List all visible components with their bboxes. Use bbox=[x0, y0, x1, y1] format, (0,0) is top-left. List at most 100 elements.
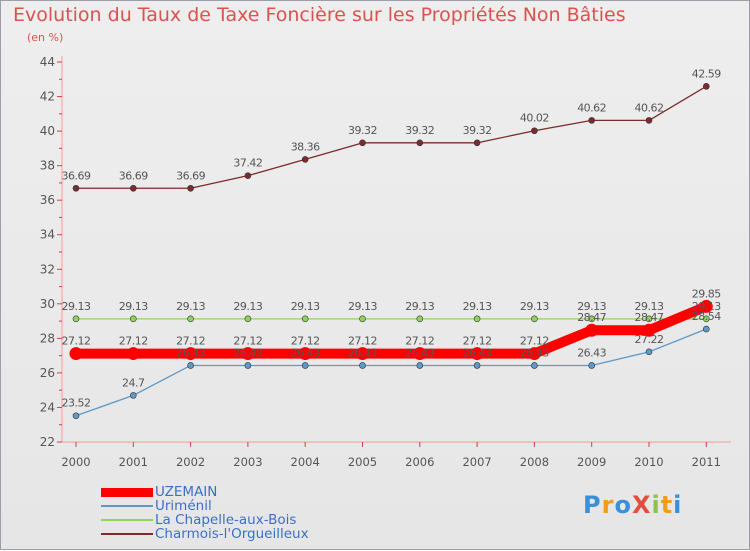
data-label: 27.12 bbox=[463, 335, 492, 348]
data-label: 27.12 bbox=[291, 335, 320, 348]
data-point bbox=[699, 299, 713, 313]
data-label: 27.22 bbox=[635, 333, 664, 346]
data-point bbox=[473, 362, 481, 369]
data-label: 29.13 bbox=[233, 300, 262, 313]
data-point bbox=[470, 347, 484, 361]
data-point bbox=[244, 172, 252, 179]
data-label: 27.12 bbox=[233, 335, 262, 348]
data-label: 29.13 bbox=[463, 300, 492, 313]
data-label: 39.32 bbox=[405, 124, 434, 137]
legend-item-uzemain: UZEMAIN bbox=[101, 484, 309, 500]
data-label: 36.69 bbox=[176, 169, 205, 182]
data-label: 24.7 bbox=[122, 376, 145, 389]
data-label: 36.69 bbox=[119, 169, 148, 182]
data-point bbox=[356, 347, 369, 361]
data-point bbox=[298, 347, 312, 361]
x-tick-label: 2008 bbox=[520, 455, 549, 469]
data-label: 26.43 bbox=[233, 346, 262, 359]
data-label: 26.43 bbox=[463, 346, 492, 359]
data-point bbox=[531, 315, 538, 323]
data-label: 28.54 bbox=[692, 310, 721, 323]
data-point bbox=[184, 347, 198, 361]
y-tick-label: 26 bbox=[40, 366, 55, 380]
data-point bbox=[588, 362, 596, 369]
data-point bbox=[244, 315, 252, 323]
data-point bbox=[588, 117, 596, 124]
y-tick-label: 38 bbox=[40, 159, 55, 173]
data-point bbox=[702, 325, 710, 333]
legend-swatch bbox=[101, 533, 153, 535]
series-line bbox=[71, 301, 712, 359]
data-label: 29.13 bbox=[635, 300, 664, 313]
data-label: 40.02 bbox=[520, 112, 549, 125]
data-label: 26.43 bbox=[520, 346, 549, 359]
data-point bbox=[473, 139, 481, 147]
data-point bbox=[241, 347, 255, 361]
y-tick-label: 24 bbox=[40, 400, 55, 414]
data-point bbox=[72, 184, 80, 192]
logo-letter: r bbox=[601, 491, 615, 519]
legend-swatch bbox=[101, 487, 153, 497]
data-point bbox=[72, 412, 80, 420]
y-tick-label: 44 bbox=[40, 55, 55, 69]
x-tick-label: 2004 bbox=[291, 455, 320, 469]
legend-label: UZEMAIN bbox=[155, 484, 218, 500]
x-tick-label: 2003 bbox=[233, 455, 262, 469]
proxiti-logo: ProXiti bbox=[583, 491, 682, 519]
logo-letter: i bbox=[673, 491, 683, 519]
legend-item-charmois: Charmois-l'Orgueilleux bbox=[101, 526, 309, 542]
data-label: 27.12 bbox=[405, 335, 434, 348]
data-label: 40.62 bbox=[635, 101, 664, 114]
data-label: 27.12 bbox=[62, 335, 91, 348]
data-point bbox=[645, 117, 653, 124]
logo-letter: X bbox=[631, 491, 652, 519]
chart-subtitle: (en %) bbox=[27, 31, 64, 44]
data-label: 39.32 bbox=[463, 124, 492, 137]
logo-letter: o bbox=[614, 491, 632, 519]
x-tick-label: 2000 bbox=[61, 455, 90, 469]
x-tick-label: 2006 bbox=[405, 455, 434, 469]
x-tick-label: 2005 bbox=[348, 455, 377, 469]
data-point bbox=[301, 156, 309, 163]
data-point bbox=[527, 347, 541, 361]
data-point bbox=[130, 315, 137, 323]
data-label: 27.12 bbox=[348, 335, 377, 348]
data-point bbox=[588, 315, 596, 323]
data-point bbox=[130, 184, 137, 192]
data-point bbox=[359, 139, 366, 147]
data-point bbox=[69, 347, 83, 361]
y-tick-label: 40 bbox=[40, 124, 55, 138]
data-point bbox=[72, 315, 80, 323]
legend-item-la-chapelle: La Chapelle-aux-Bois bbox=[101, 512, 309, 528]
data-label: 28.47 bbox=[577, 311, 606, 324]
legend-label: La Chapelle-aux-Bois bbox=[155, 512, 297, 528]
y-tick-label: 30 bbox=[40, 297, 55, 311]
y-tick-label: 22 bbox=[40, 435, 55, 449]
legend-item-urimenil: Uriménil bbox=[101, 498, 309, 514]
data-point bbox=[416, 315, 424, 323]
data-point bbox=[301, 315, 309, 323]
data-point bbox=[531, 127, 538, 135]
data-point bbox=[359, 315, 366, 323]
data-label: 26.43 bbox=[348, 346, 377, 359]
series-line bbox=[75, 85, 707, 189]
logo-letter: P bbox=[583, 491, 602, 519]
data-label: 29.13 bbox=[176, 300, 205, 313]
data-label: 27.12 bbox=[119, 335, 148, 348]
data-point bbox=[645, 348, 653, 356]
data-label: 29.13 bbox=[520, 300, 549, 313]
legend: UZEMAIN Uriménil La Chapelle-aux-Bois Ch… bbox=[101, 484, 309, 542]
data-label: 29.13 bbox=[405, 300, 434, 313]
data-label: 29.13 bbox=[119, 300, 148, 313]
x-tick-label: 2001 bbox=[119, 455, 148, 469]
x-tick-label: 2009 bbox=[577, 455, 606, 469]
data-label: 28.47 bbox=[635, 311, 664, 324]
data-point bbox=[642, 323, 656, 337]
y-tick-label: 36 bbox=[40, 193, 55, 207]
data-label: 39.32 bbox=[348, 124, 377, 137]
data-point bbox=[359, 362, 366, 369]
data-point bbox=[585, 323, 599, 337]
data-label: 38.36 bbox=[291, 140, 320, 153]
x-tick-label: 2002 bbox=[176, 455, 205, 469]
